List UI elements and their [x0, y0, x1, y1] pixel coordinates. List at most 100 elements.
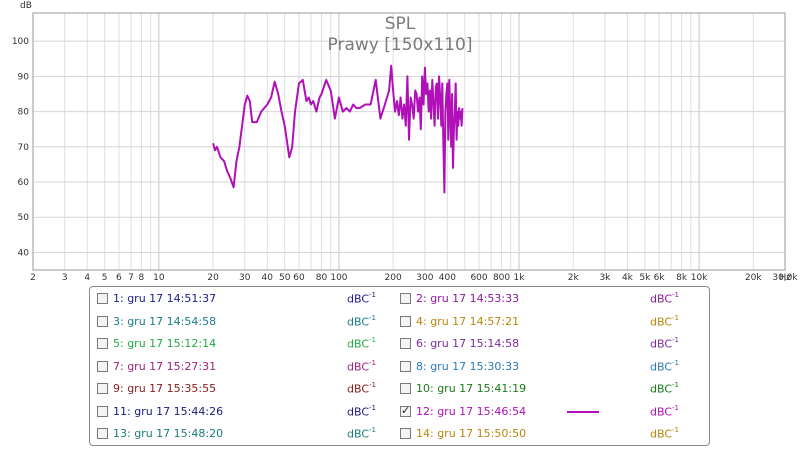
legend-unit: dBC-1	[650, 291, 680, 306]
x-tick-label: 4	[84, 273, 90, 283]
legend-item[interactable]: 14: gru 17 15:50:50 dBC-1	[400, 425, 700, 443]
legend-checkbox[interactable]	[97, 338, 108, 349]
x-tick-label: 20	[207, 273, 219, 283]
y-tick-label: 40	[18, 248, 30, 258]
legend-item[interactable]: 4: gru 17 14:57:21 dBC-1	[400, 313, 700, 331]
legend-label: 1: gru 17 14:51:37	[113, 292, 217, 305]
legend-unit-exponent: -1	[369, 403, 377, 412]
legend-checkbox[interactable]	[97, 360, 108, 372]
legend-checkbox[interactable]	[400, 315, 411, 327]
legend-unit-text: dBC	[650, 360, 673, 374]
legend-checkbox[interactable]	[400, 404, 411, 417]
x-tick-label: 10	[153, 273, 165, 283]
legend-unit-exponent: -1	[369, 313, 377, 322]
x-tick-label: 80	[316, 273, 328, 283]
legend-checkbox[interactable]	[400, 338, 411, 349]
legend-unit-text: dBC	[347, 315, 370, 329]
legend-item[interactable]: 11: gru 17 15:44:26 dBC-1	[97, 403, 397, 421]
legend-unit-text: dBC	[650, 292, 673, 306]
series-layer	[212, 64, 464, 194]
legend-unit-text: dBC	[347, 337, 370, 351]
x-tick-label: 2k	[568, 273, 580, 283]
legend-unit-exponent: -1	[672, 336, 680, 344]
legend-checkbox[interactable]	[400, 428, 411, 439]
legend-unit-text: dBC	[650, 427, 673, 441]
x-tick-label: 7	[128, 273, 134, 283]
x-tick-label: 5k	[639, 273, 651, 283]
legend-label: 10: gru 17 15:41:19	[416, 382, 527, 395]
legend-label: 3: gru 17 14:54:58	[113, 314, 217, 328]
x-tick-label: 600	[470, 273, 487, 283]
legend-label: 11: gru 17 15:44:26	[113, 404, 224, 418]
legend-label: 12: gru 17 15:46:54	[416, 404, 527, 418]
legend-unit: dBC-1	[650, 313, 680, 329]
legend-item[interactable]: 5: gru 17 15:12:14 dBC-1	[97, 335, 397, 353]
x-tick-label: 20k	[745, 273, 762, 283]
legend-unit-exponent: -1	[369, 426, 377, 434]
legend-unit-exponent: -1	[672, 426, 680, 434]
legend-unit-text: dBC	[347, 292, 370, 306]
legend-label: 2: gru 17 14:53:33	[416, 292, 520, 305]
legend-label: 6: gru 17 15:14:58	[416, 337, 520, 350]
x-tick-label: 6	[116, 273, 122, 283]
x-tick-label: 1k	[514, 273, 526, 283]
legend-item[interactable]: 6: gru 17 15:14:58 dBC-1	[400, 335, 700, 353]
plot-frame	[32, 12, 786, 271]
y-tick-label: 100	[12, 37, 29, 47]
legend-unit: dBC-1	[347, 313, 377, 329]
legend-unit: dBC-1	[347, 403, 377, 419]
x-tick-label: 60	[293, 273, 305, 283]
y-tick-label: 50	[18, 213, 30, 223]
series-line	[212, 64, 464, 194]
legend-item[interactable]: 2: gru 17 14:53:33 dBC-1	[400, 290, 700, 308]
legend-item[interactable]: 10: gru 17 15:41:19 dBC-1	[400, 380, 700, 398]
x-tick-label: 8	[139, 273, 145, 283]
legend-unit-exponent: -1	[672, 313, 680, 322]
legend-label: 8: gru 17 15:30:33	[416, 359, 520, 373]
legend-unit-text: dBC	[347, 405, 370, 419]
legend-item[interactable]: 3: gru 17 14:54:58 dBC-1	[97, 313, 397, 331]
legend-unit-exponent: -1	[369, 336, 377, 344]
legend-checkbox[interactable]	[400, 383, 411, 394]
legend-unit: dBC-1	[347, 291, 376, 306]
legend-unit: dBC-1	[650, 381, 679, 396]
x-tick-label: 10k	[691, 273, 708, 283]
chart-grid	[32, 13, 786, 270]
legend-item[interactable]: 1: gru 17 14:51:37 dBC-1	[97, 290, 397, 308]
legend-unit-exponent: -1	[672, 403, 680, 412]
x-tick-label: 3k	[599, 273, 611, 283]
legend-checkbox[interactable]	[97, 293, 108, 304]
legend-unit-text: dBC	[650, 315, 673, 329]
x-tick-label: 50	[279, 273, 291, 283]
legend-checkbox[interactable]	[97, 405, 108, 417]
legend-unit-text: dBC	[650, 382, 673, 396]
y-tick-label: 90	[18, 72, 30, 82]
legend-checkbox[interactable]	[97, 315, 108, 327]
y-tick-labels: 40 50 60 70 80 90 100	[12, 37, 29, 258]
legend-item[interactable]: 9: gru 17 15:35:55 dBC-1	[97, 380, 397, 398]
x-tick-label: 200	[385, 273, 402, 283]
x-tick-label: 400	[439, 273, 456, 283]
legend-unit-exponent: -1	[672, 291, 680, 299]
legend-checkbox[interactable]	[400, 360, 411, 372]
legend-item[interactable]: 13: gru 17 15:48:20 dBC-1	[97, 425, 397, 443]
legend-unit-text: dBC	[650, 405, 673, 419]
y-tick-label: 80	[18, 108, 30, 118]
x-tick-label: 6k	[654, 273, 666, 283]
x-tick-label: 800	[493, 273, 510, 283]
legend-item[interactable]: 7: gru 17 15:27:31 dBC-1	[97, 358, 397, 376]
x-tick-label: 40	[262, 273, 274, 283]
legend-checkbox[interactable]	[97, 383, 108, 394]
legend-swatch	[567, 410, 599, 413]
legend-label: 14: gru 17 15:50:50	[416, 427, 527, 440]
legend-item[interactable]: 8: gru 17 15:30:33 dBC-1	[400, 358, 700, 376]
legend-unit-exponent: -1	[672, 358, 680, 367]
legend-checkbox[interactable]	[97, 428, 108, 439]
y-tick-label: 70	[18, 143, 30, 153]
legend-unit-exponent: -1	[369, 381, 377, 389]
legend-unit: dBC-1	[650, 358, 680, 374]
x-tick-label: 30,0k	[772, 273, 798, 283]
legend-unit: dBC-1	[650, 403, 680, 419]
legend-checkbox[interactable]	[400, 293, 411, 304]
legend-item[interactable]: 12: gru 17 15:46:54 dBC-1	[400, 403, 700, 421]
